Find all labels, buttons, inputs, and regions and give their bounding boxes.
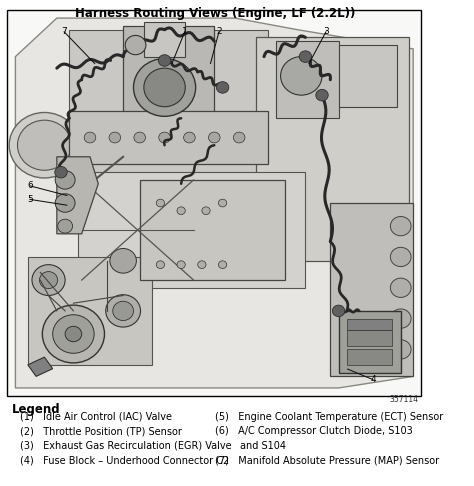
Bar (123, 26, 214, 126)
Bar (347, 330, 392, 346)
Text: (4)   Fuse Block – Underhood Connector C2: (4) Fuse Block – Underhood Connector C2 (20, 455, 229, 465)
Ellipse shape (106, 295, 140, 327)
Text: 3: 3 (323, 27, 329, 36)
Ellipse shape (299, 51, 311, 62)
Ellipse shape (158, 55, 171, 66)
Bar (140, 180, 285, 280)
Ellipse shape (109, 132, 121, 143)
Ellipse shape (9, 112, 80, 178)
Bar (28, 257, 152, 365)
Ellipse shape (42, 305, 104, 363)
Ellipse shape (198, 261, 206, 268)
Ellipse shape (391, 340, 411, 359)
Ellipse shape (55, 171, 75, 189)
Ellipse shape (391, 247, 411, 267)
Ellipse shape (55, 194, 75, 212)
Text: (1)   Idle Air Control (IAC) Valve: (1) Idle Air Control (IAC) Valve (20, 412, 172, 422)
Ellipse shape (233, 132, 245, 143)
Ellipse shape (113, 301, 134, 321)
Text: 357114: 357114 (389, 395, 418, 404)
Ellipse shape (183, 132, 195, 143)
Ellipse shape (53, 315, 94, 353)
Text: and S104: and S104 (215, 441, 286, 451)
Ellipse shape (216, 82, 229, 93)
Ellipse shape (391, 278, 411, 297)
Ellipse shape (125, 35, 146, 55)
Ellipse shape (65, 326, 82, 342)
Text: 2: 2 (216, 27, 222, 36)
Bar (338, 311, 401, 373)
Text: 7: 7 (61, 27, 67, 36)
Bar (7, 10, 421, 396)
Text: (2)   Throttle Position (TP) Sensor: (2) Throttle Position (TP) Sensor (20, 426, 182, 436)
Bar (69, 30, 268, 184)
Ellipse shape (18, 120, 72, 170)
Text: (5)   Engine Coolant Temperature (ECT) Sensor: (5) Engine Coolant Temperature (ECT) Sen… (215, 412, 443, 422)
Bar (276, 41, 338, 118)
Bar (338, 45, 397, 107)
Polygon shape (330, 203, 413, 376)
Text: 6: 6 (27, 181, 33, 191)
Text: 4: 4 (370, 375, 376, 384)
Ellipse shape (58, 219, 73, 233)
Ellipse shape (32, 265, 65, 295)
Text: (6)   A/C Compressor Clutch Diode, S103: (6) A/C Compressor Clutch Diode, S103 (215, 426, 412, 436)
Bar (69, 110, 268, 164)
Bar (144, 22, 185, 56)
Ellipse shape (134, 58, 196, 116)
Ellipse shape (156, 261, 164, 268)
Ellipse shape (134, 132, 146, 143)
Polygon shape (28, 357, 53, 376)
Text: 1: 1 (182, 27, 188, 36)
Ellipse shape (39, 272, 58, 289)
Ellipse shape (391, 309, 411, 328)
Bar (347, 319, 392, 330)
Text: (3)   Exhaust Gas Recirculation (EGR) Valve: (3) Exhaust Gas Recirculation (EGR) Valv… (20, 441, 232, 451)
Ellipse shape (144, 68, 185, 107)
Polygon shape (57, 157, 98, 234)
Ellipse shape (219, 261, 227, 268)
Bar (347, 349, 392, 365)
Ellipse shape (219, 199, 227, 207)
Bar (78, 172, 305, 288)
Text: (7)   Manifold Absolute Pressure (MAP) Sensor: (7) Manifold Absolute Pressure (MAP) Sen… (215, 455, 439, 465)
Ellipse shape (332, 305, 345, 317)
Polygon shape (15, 18, 413, 388)
Ellipse shape (110, 248, 137, 273)
Ellipse shape (209, 132, 220, 143)
Ellipse shape (55, 166, 67, 178)
Text: Legend: Legend (11, 403, 60, 416)
Ellipse shape (391, 216, 411, 236)
Ellipse shape (159, 132, 170, 143)
Ellipse shape (84, 132, 96, 143)
Text: 5: 5 (27, 195, 33, 204)
Ellipse shape (177, 261, 185, 268)
Text: Harness Routing Views (Engine, LF (2.2L)): Harness Routing Views (Engine, LF (2.2L)… (74, 7, 355, 20)
Ellipse shape (316, 89, 328, 101)
Ellipse shape (177, 207, 185, 215)
Ellipse shape (156, 199, 164, 207)
Ellipse shape (202, 207, 210, 215)
Bar (255, 37, 409, 261)
Ellipse shape (281, 56, 322, 95)
